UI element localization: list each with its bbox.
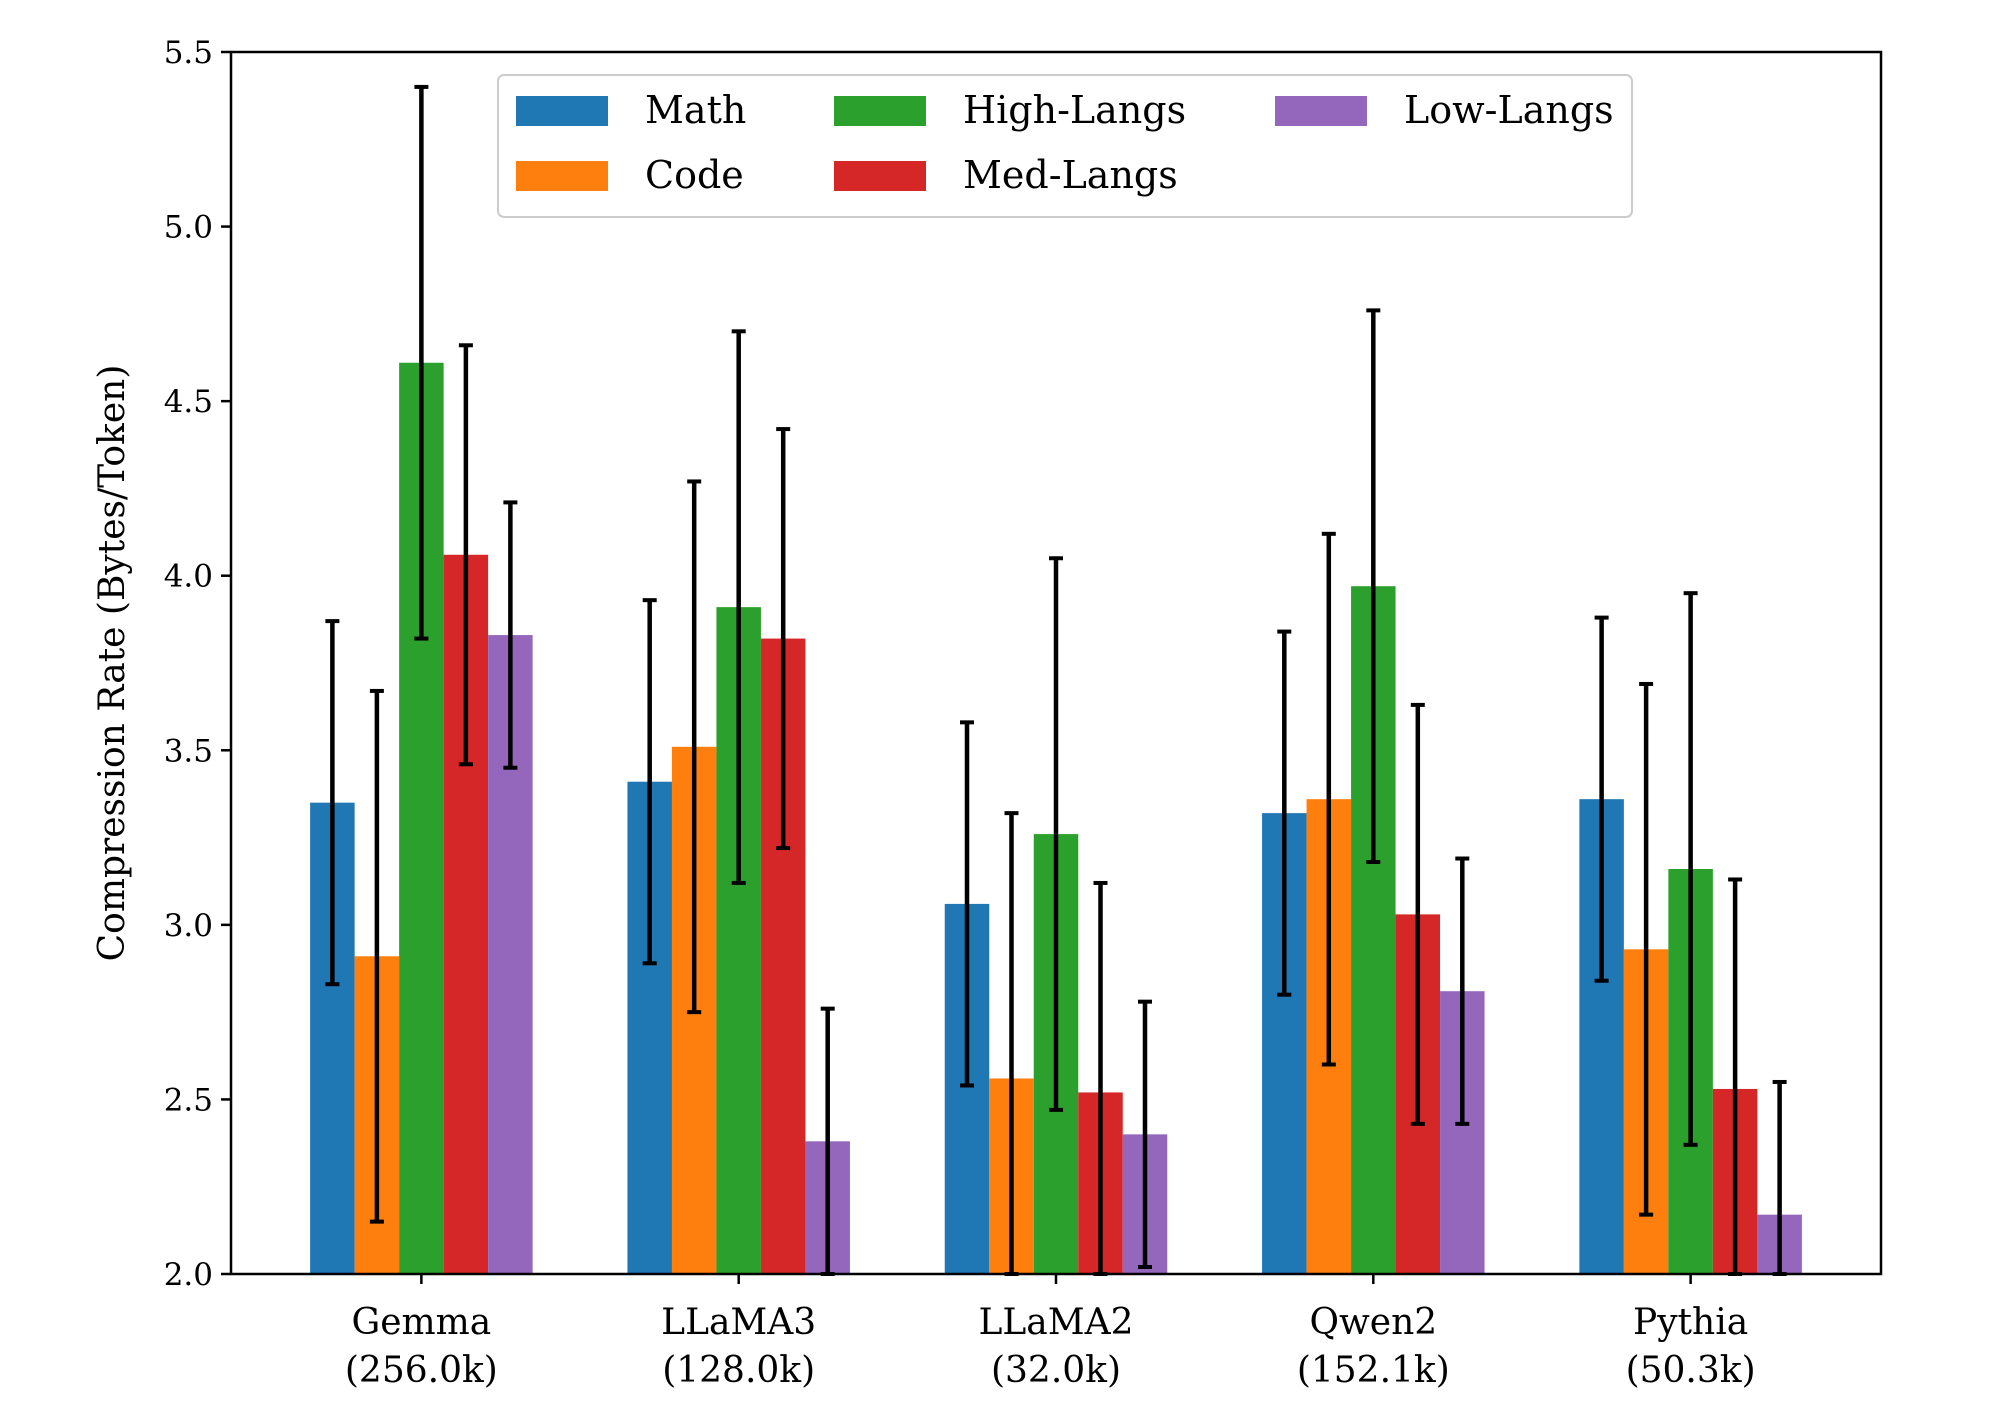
legend-label-low-langs: Low-Langs bbox=[1404, 88, 1614, 132]
legend-item-code: Code bbox=[516, 153, 744, 197]
legend-swatch-low-langs bbox=[1275, 96, 1367, 126]
x-axis: Gemma (256.0k) LLaMA3 (128.0k) LLaMA2 (32.0k)… bbox=[345, 1274, 1756, 1391]
error-bar-qwen2-high-langs bbox=[1366, 308, 1381, 865]
y-tick-label-5.0: 5.0 bbox=[164, 210, 213, 246]
error-bar-llama3-code bbox=[687, 479, 702, 1015]
error-bar-gemma-med-langs bbox=[458, 343, 473, 767]
x-tick-vocab-gemma: (256.0k) bbox=[345, 1350, 498, 1391]
x-tick-label-qwen2: Qwen2 bbox=[1309, 1302, 1437, 1343]
y-axis: 2.0 2.5 3.0 3.5 4.0 4.5 5.0 5.5 bbox=[164, 35, 231, 1293]
error-bar-pythia-math bbox=[1594, 615, 1609, 983]
error-bar-llama3-med-langs bbox=[776, 427, 791, 851]
legend-item-low-langs: Low-Langs bbox=[1275, 88, 1614, 132]
error-bar-pythia-code bbox=[1639, 681, 1654, 1217]
y-axis-label: Compression Rate (Bytes/Token) bbox=[92, 365, 133, 962]
x-tick-label-gemma: Gemma bbox=[351, 1302, 491, 1343]
x-tick-vocab-llama2: (32.0k) bbox=[991, 1350, 1121, 1391]
error-bar-qwen2-math bbox=[1277, 629, 1292, 997]
legend-item-math: Math bbox=[516, 88, 746, 132]
legend-swatch-math bbox=[516, 96, 608, 126]
error-bar-llama3-math bbox=[642, 598, 657, 966]
error-bar-llama2-high-langs bbox=[1049, 556, 1063, 1112]
error-bar-llama2-low-langs bbox=[1138, 999, 1152, 1270]
legend: Math Code High-Langs Med-Langs Low-Langs bbox=[497, 74, 1633, 218]
error-bar-pythia-high-langs bbox=[1683, 591, 1698, 1147]
y-tick-label-4.0: 4.0 bbox=[164, 559, 213, 595]
legend-swatch-code bbox=[516, 161, 608, 191]
error-bar-qwen2-code bbox=[1321, 531, 1336, 1067]
error-bar-gemma-code bbox=[369, 688, 384, 1224]
legend-label-high-langs: High-Langs bbox=[963, 88, 1186, 132]
error-bar-llama2-math bbox=[960, 720, 974, 1088]
x-tick-label-llama3: LLaMA3 bbox=[661, 1302, 816, 1343]
error-bar-qwen2-low-langs bbox=[1455, 856, 1470, 1126]
legend-label-code: Code bbox=[645, 153, 744, 197]
error-bar-gemma-high-langs bbox=[414, 84, 429, 641]
x-tick-vocab-pythia: (50.3k) bbox=[1626, 1350, 1756, 1391]
error-bar-gemma-low-langs bbox=[503, 500, 518, 770]
error-bar-qwen2-med-langs bbox=[1410, 702, 1425, 1126]
y-tick-label-4.5: 4.5 bbox=[164, 384, 213, 420]
error-bar-llama3-high-langs bbox=[731, 329, 746, 885]
x-tick-vocab-qwen2: (152.1k) bbox=[1297, 1350, 1450, 1391]
legend-label-med-langs: Med-Langs bbox=[963, 153, 1178, 197]
y-tick-label-3.0: 3.0 bbox=[164, 908, 213, 944]
error-bar-gemma-math bbox=[325, 619, 340, 987]
legend-item-high-langs: High-Langs bbox=[834, 88, 1186, 132]
x-tick-label-llama2: LLaMA2 bbox=[978, 1302, 1133, 1343]
legend-swatch-med-langs bbox=[834, 161, 926, 191]
y-tick-label-2.0: 2.0 bbox=[164, 1257, 213, 1293]
x-tick-label-pythia: Pythia bbox=[1633, 1302, 1748, 1343]
legend-swatch-high-langs bbox=[834, 96, 926, 126]
x-tick-vocab-llama3: (128.0k) bbox=[662, 1350, 815, 1391]
error-bars-layer bbox=[325, 84, 1787, 1276]
y-tick-label-3.5: 3.5 bbox=[164, 733, 213, 769]
legend-label-math: Math bbox=[645, 88, 746, 132]
y-tick-label-2.5: 2.5 bbox=[164, 1082, 213, 1118]
bars-layer bbox=[310, 362, 1802, 1274]
legend-item-med-langs: Med-Langs bbox=[834, 153, 1178, 197]
y-tick-label-5.5: 5.5 bbox=[164, 35, 213, 71]
